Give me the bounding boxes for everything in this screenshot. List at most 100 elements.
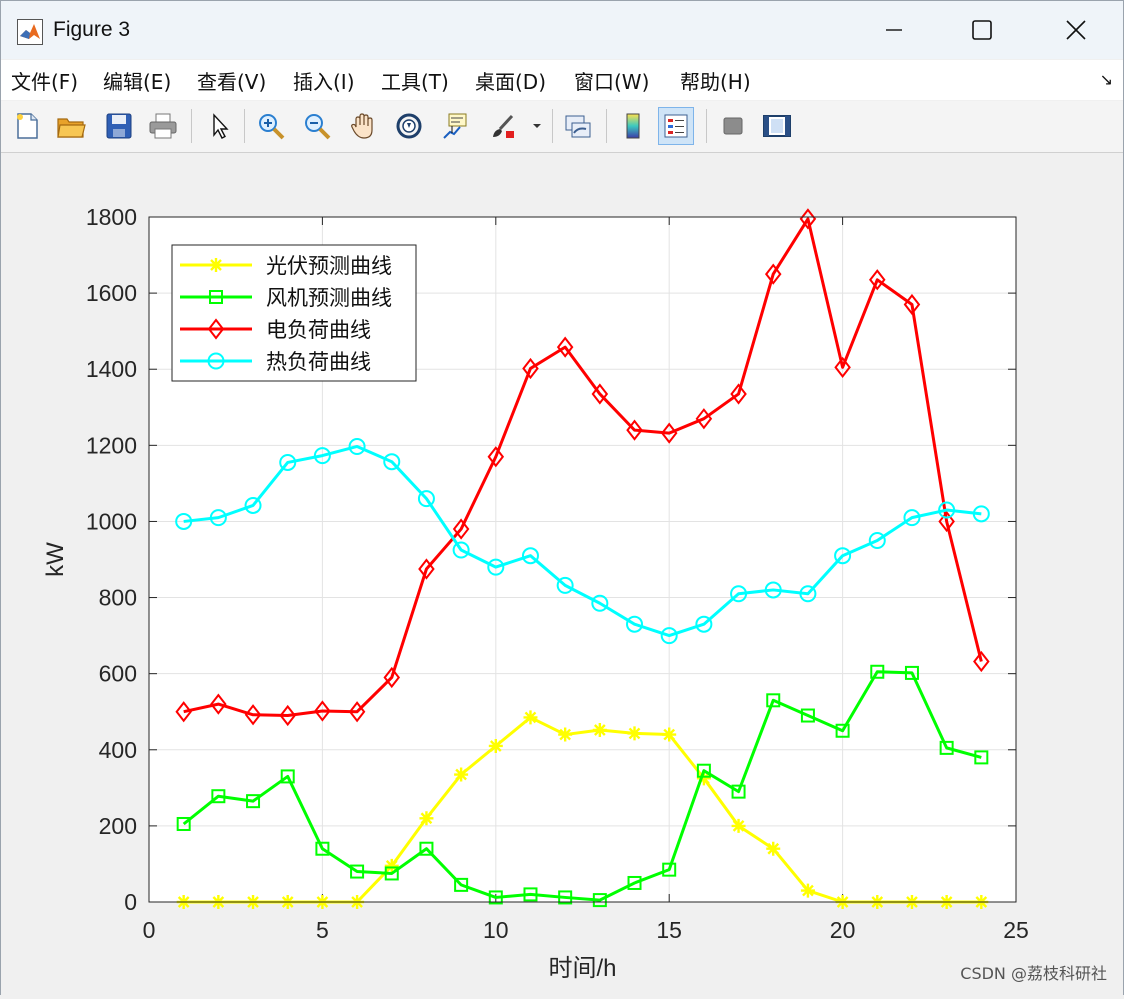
data-point	[627, 726, 642, 741]
x-tick-label: 10	[483, 917, 509, 943]
menu-view[interactable]: 查看(V)	[197, 70, 267, 94]
show-plot-tools-button[interactable]	[759, 107, 795, 145]
x-tick-label: 5	[316, 917, 329, 943]
data-point	[939, 740, 954, 755]
data-point	[834, 547, 852, 565]
data-point	[695, 408, 713, 430]
menu-insert[interactable]: 插入(I)	[293, 70, 355, 94]
pointer-icon	[213, 113, 229, 139]
y-tick-label: 800	[99, 585, 137, 611]
data-point	[800, 883, 815, 898]
data-point	[903, 293, 921, 316]
data-point	[626, 419, 643, 441]
rotate-3d-button[interactable]	[391, 107, 427, 145]
data-point	[730, 585, 748, 603]
new-figure-button[interactable]	[9, 107, 45, 145]
legend-label: 电负荷曲线	[266, 319, 371, 342]
x-tick-label: 25	[1003, 917, 1029, 943]
y-tick-label: 400	[99, 737, 137, 763]
close-button[interactable]	[1029, 1, 1123, 59]
y-tick-label: 1200	[86, 432, 137, 458]
dock-arrow-icon[interactable]: ↘	[1099, 70, 1113, 89]
data-point	[417, 490, 435, 508]
data-point	[521, 547, 539, 565]
data-point	[523, 710, 538, 725]
insert-legend-button[interactable]	[658, 107, 694, 145]
print-button[interactable]	[145, 107, 181, 145]
y-tick-label: 1400	[86, 356, 137, 382]
data-point	[558, 727, 573, 742]
toolbar-separator	[706, 109, 707, 143]
menu-help[interactable]: 帮助(H)	[680, 70, 751, 94]
data-point	[870, 664, 885, 679]
y-tick-label: 600	[99, 661, 137, 687]
data-point	[315, 841, 330, 856]
menu-edit[interactable]: 编辑(E)	[103, 70, 172, 94]
edit-plot-button[interactable]	[201, 107, 237, 145]
y-tick-label: 200	[99, 813, 137, 839]
x-tick-label: 15	[656, 917, 682, 943]
menu-desktop[interactable]: 桌面(D)	[475, 70, 547, 94]
maximize-icon	[972, 20, 992, 40]
brush-dropdown-button[interactable]	[527, 107, 547, 145]
menu-file[interactable]: 文件(F)	[11, 70, 79, 94]
maximize-button[interactable]	[935, 1, 1029, 59]
minimize-button[interactable]	[847, 1, 941, 59]
legend-marker	[207, 318, 225, 340]
data-point	[384, 858, 399, 873]
data-point	[488, 890, 503, 905]
close-icon	[1066, 20, 1086, 40]
data-point	[452, 541, 470, 559]
show-plot-tools-icon	[763, 115, 791, 137]
data-point	[627, 875, 642, 890]
brush-icon	[493, 114, 514, 138]
data-point	[454, 877, 469, 892]
data-point	[175, 512, 193, 530]
title-bar[interactable]: Figure 3	[1, 1, 1123, 59]
data-point	[210, 693, 227, 715]
pan-button[interactable]	[345, 107, 381, 145]
x-axis-label: 时间/h	[548, 955, 616, 982]
save-icon	[106, 113, 132, 139]
data-point	[384, 866, 399, 881]
data-point	[764, 263, 782, 285]
rotate-3d-icon	[396, 113, 422, 139]
y-tick-label: 1600	[86, 280, 137, 306]
hide-plot-tools-icon	[723, 117, 743, 135]
open-folder-icon	[57, 118, 86, 138]
data-point	[383, 453, 401, 471]
data-point	[419, 811, 434, 826]
data-point	[419, 841, 434, 856]
data-point	[695, 615, 713, 633]
save-button[interactable]	[101, 107, 137, 145]
data-cursor-button[interactable]	[437, 107, 473, 145]
legend-label: 光伏预测曲线	[266, 255, 392, 278]
menu-tools[interactable]: 工具(T)	[381, 70, 449, 94]
data-point	[591, 383, 609, 405]
data-point	[314, 700, 331, 722]
series-line	[183, 444, 982, 638]
hide-plot-tools-button[interactable]	[715, 107, 751, 145]
data-point	[592, 893, 607, 908]
insert-colorbar-button[interactable]	[615, 107, 651, 145]
data-point	[835, 723, 850, 738]
data-point	[523, 887, 538, 902]
data-point	[244, 704, 262, 726]
open-file-button[interactable]	[53, 107, 89, 145]
toolbar-separator	[244, 109, 245, 143]
window-title: Figure 3	[53, 18, 131, 41]
data-point	[730, 383, 747, 405]
toolbar-separator	[606, 109, 607, 143]
data-point	[592, 722, 607, 737]
data-point	[418, 558, 435, 580]
y-axis-label: kW	[42, 542, 69, 577]
legend-icon	[664, 114, 688, 138]
link-plot-button[interactable]	[560, 107, 596, 145]
zoom-in-button[interactable]	[253, 107, 289, 145]
brush-button[interactable]	[485, 107, 521, 145]
data-point	[731, 784, 746, 799]
zoom-out-button[interactable]	[299, 107, 335, 145]
toolbar-separator	[191, 109, 192, 143]
menu-window[interactable]: 窗口(W)	[574, 70, 650, 94]
